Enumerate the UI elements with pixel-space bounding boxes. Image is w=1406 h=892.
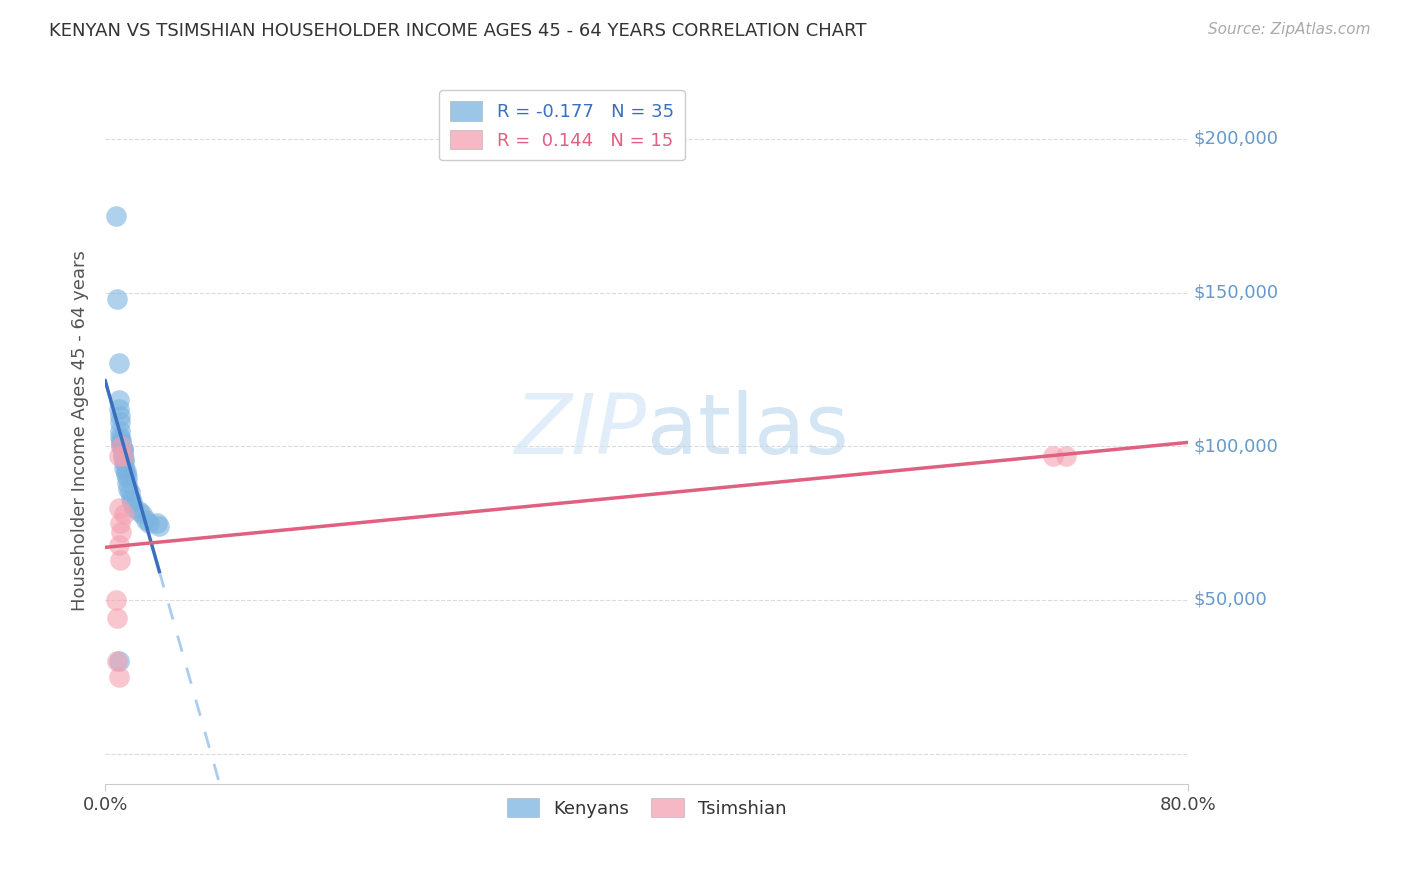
Point <box>108 553 131 567</box>
Text: $100,000: $100,000 <box>1194 437 1278 455</box>
Point <box>131 507 153 521</box>
Point <box>105 593 128 607</box>
Point <box>107 393 129 408</box>
Point <box>107 500 129 515</box>
Point <box>112 455 135 469</box>
Point <box>148 519 170 533</box>
Point <box>107 655 129 669</box>
Point <box>112 460 135 475</box>
Point <box>105 292 128 306</box>
Y-axis label: Householder Income Ages 45 - 64 years: Householder Income Ages 45 - 64 years <box>72 251 89 611</box>
Point <box>120 491 142 506</box>
Point <box>135 513 157 527</box>
Point <box>108 415 131 429</box>
Point <box>107 670 129 684</box>
Point <box>111 449 134 463</box>
Point <box>138 516 160 530</box>
Point <box>128 504 150 518</box>
Point <box>111 449 134 463</box>
Point <box>115 476 138 491</box>
Point <box>111 442 134 457</box>
Text: $200,000: $200,000 <box>1194 130 1278 148</box>
Text: Source: ZipAtlas.com: Source: ZipAtlas.com <box>1208 22 1371 37</box>
Point <box>110 436 132 450</box>
Text: $50,000: $50,000 <box>1194 591 1267 609</box>
Point <box>110 433 132 447</box>
Point <box>121 494 143 508</box>
Point <box>111 445 134 459</box>
Point <box>105 655 128 669</box>
Point <box>107 449 129 463</box>
Text: KENYAN VS TSIMSHIAN HOUSEHOLDER INCOME AGES 45 - 64 YEARS CORRELATION CHART: KENYAN VS TSIMSHIAN HOUSEHOLDER INCOME A… <box>49 22 866 40</box>
Point <box>122 500 145 515</box>
Point <box>117 483 139 497</box>
Point <box>108 409 131 423</box>
Point <box>110 439 132 453</box>
Point <box>108 516 131 530</box>
Point <box>107 402 129 417</box>
Point <box>145 516 167 530</box>
Point <box>112 507 135 521</box>
Point <box>105 611 128 625</box>
Point <box>105 209 128 223</box>
Text: atlas: atlas <box>647 391 848 472</box>
Point <box>118 485 141 500</box>
Point <box>111 442 134 457</box>
Legend: Kenyans, Tsimshian: Kenyans, Tsimshian <box>499 790 794 825</box>
Point <box>1042 449 1064 463</box>
Point <box>1054 449 1077 463</box>
Text: $150,000: $150,000 <box>1194 284 1278 301</box>
Point <box>107 356 129 370</box>
Point <box>112 451 135 466</box>
Point <box>114 464 136 478</box>
Point <box>110 439 132 453</box>
Point <box>108 424 131 438</box>
Point <box>107 538 129 552</box>
Point <box>108 430 131 444</box>
Point <box>110 525 132 540</box>
Point <box>115 470 138 484</box>
Point <box>114 467 136 481</box>
Text: ZIP: ZIP <box>515 391 647 472</box>
